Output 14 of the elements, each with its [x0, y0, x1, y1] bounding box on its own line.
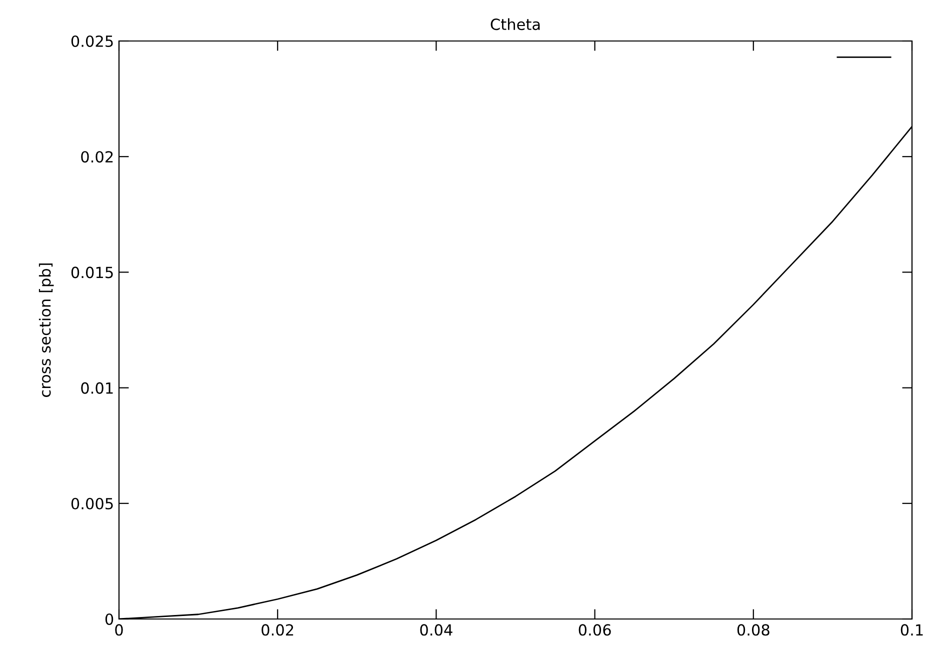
y-tick-label: 0.02	[81, 151, 113, 163]
y-tick-label: 0.01	[81, 382, 113, 394]
x-tick-label: 0	[115, 624, 123, 636]
y-axis-title: cross section [pb]	[38, 263, 54, 397]
x-tick-label: 0.1	[900, 624, 923, 636]
x-tick-label: 0.02	[262, 624, 294, 636]
y-tick-label: 0.015	[71, 266, 113, 278]
y-tick-label: 0.025	[71, 35, 113, 48]
y-tick-label: 0.005	[71, 498, 113, 510]
chart-title: Ctheta	[490, 18, 540, 30]
x-tick-label: 0.04	[420, 624, 452, 636]
x-tick-label: 0.08	[737, 624, 770, 636]
x-tick-label: 0.06	[578, 624, 611, 636]
y-tick-label: 0	[105, 613, 114, 626]
